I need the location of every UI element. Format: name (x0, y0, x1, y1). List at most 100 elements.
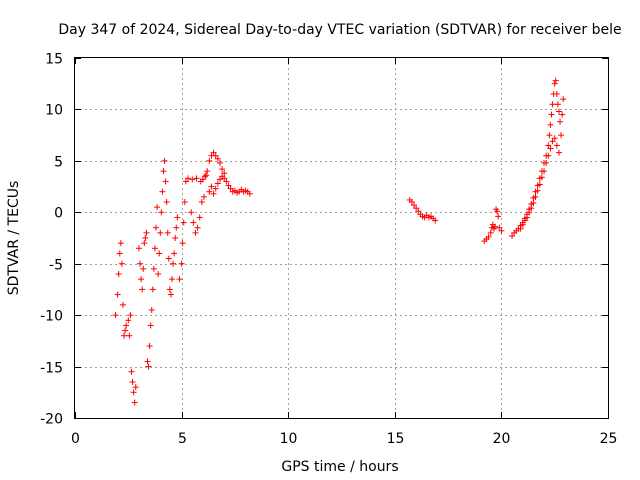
x-tick-label: 20 (493, 431, 511, 447)
data-point (174, 214, 181, 221)
data-point (536, 181, 543, 188)
data-point (415, 208, 422, 215)
data-point (162, 178, 169, 185)
y-tick-label: -5 (49, 258, 63, 274)
x-tick-label: 5 (178, 431, 187, 447)
data-point (171, 250, 178, 257)
x-tick-label: 25 (600, 431, 618, 447)
data-point (214, 180, 221, 187)
data-point (221, 175, 228, 182)
y-tick-label: -15 (40, 361, 63, 377)
data-point (126, 332, 133, 339)
data-point (523, 214, 530, 221)
data-point (560, 96, 567, 103)
data-point (189, 176, 196, 183)
data-point (145, 363, 152, 370)
data-point (246, 190, 253, 197)
data-point (140, 265, 147, 272)
data-point (553, 142, 560, 149)
data-point (139, 286, 146, 293)
data-point (165, 255, 172, 262)
data-point (112, 312, 119, 319)
data-point (551, 135, 558, 142)
data-point (206, 188, 213, 195)
data-point (154, 204, 161, 211)
data-point (163, 199, 170, 205)
data-point (161, 157, 168, 164)
data-point (181, 199, 188, 205)
data-point (557, 118, 564, 125)
data-point (170, 260, 177, 267)
data-point (202, 173, 209, 180)
data-point (138, 276, 145, 283)
data-point (144, 358, 151, 365)
data-point (156, 250, 163, 257)
data-point (151, 245, 158, 252)
data-point (121, 332, 128, 339)
data-point (180, 219, 187, 226)
data-point (413, 205, 420, 212)
data-point (212, 152, 219, 159)
data-point (225, 182, 232, 189)
data-point (115, 271, 122, 277)
data-point (192, 229, 199, 236)
data-point (135, 245, 142, 252)
data-point (555, 108, 562, 115)
data-point (521, 217, 528, 224)
data-point (146, 343, 153, 349)
data-point (532, 193, 539, 200)
data-point (530, 200, 537, 207)
data-point (485, 233, 492, 240)
y-tick-label: 0 (54, 206, 63, 222)
data-point (495, 213, 502, 220)
data-point (528, 205, 535, 212)
data-point (200, 193, 207, 200)
data-point (496, 224, 503, 231)
data-point (206, 157, 213, 164)
data-point (538, 174, 545, 181)
data-point (132, 384, 139, 391)
data-point (143, 229, 150, 236)
data-point (553, 91, 560, 97)
data-point (408, 199, 415, 205)
data-point (208, 183, 215, 190)
data-point (223, 178, 230, 185)
data-point (509, 232, 516, 239)
data-point (554, 101, 561, 108)
data-point (148, 307, 155, 313)
data-point (129, 379, 136, 385)
data-series (112, 77, 567, 406)
data-point (160, 168, 167, 175)
data-point (410, 202, 417, 209)
data-point (142, 235, 149, 241)
data-point (221, 170, 228, 177)
data-point (118, 260, 125, 267)
data-point (130, 389, 137, 396)
data-point (545, 142, 552, 149)
data-point (188, 209, 195, 216)
y-tick-label: 10 (45, 103, 63, 119)
data-point (155, 271, 162, 277)
data-point (210, 149, 217, 156)
x-axis-label: GPS time / hours (281, 459, 398, 475)
data-point (147, 322, 154, 329)
data-point (214, 155, 221, 162)
data-point (519, 221, 526, 228)
data-point (219, 166, 226, 173)
data-point (551, 80, 558, 87)
data-point (547, 121, 554, 128)
data-point (125, 317, 132, 324)
data-point (212, 185, 219, 192)
data-point (543, 159, 550, 166)
data-point (131, 399, 138, 406)
x-tick-label: 10 (280, 431, 298, 447)
y-axis-label: SDTVAR / TECUs (6, 181, 22, 296)
data-point (216, 176, 223, 183)
x-tick-label: 15 (387, 431, 405, 447)
y-axis: -20 -15 -10 -5 0 5 10 15 (40, 52, 608, 428)
data-point (172, 235, 179, 241)
plot-frame (74, 57, 609, 419)
data-point (549, 101, 556, 108)
data-point (178, 260, 185, 267)
data-point (127, 312, 134, 319)
